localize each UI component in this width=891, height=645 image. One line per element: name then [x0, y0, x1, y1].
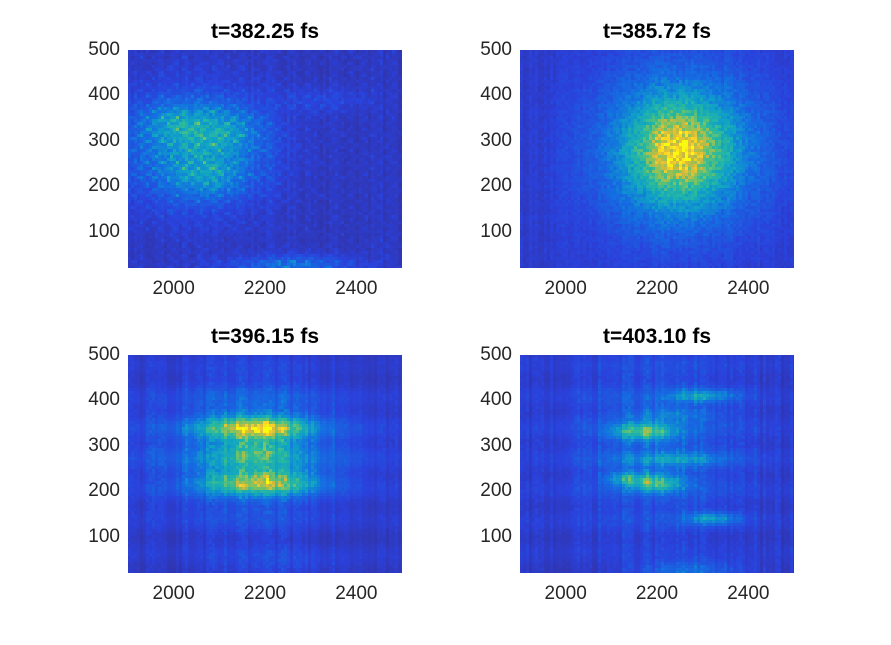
y-tick-label: 300	[60, 130, 120, 152]
y-tick-label: 300	[452, 435, 512, 457]
y-tick-label: 500	[452, 344, 512, 366]
y-tick-label: 400	[452, 389, 512, 411]
y-tick-label: 200	[60, 480, 120, 502]
heatmap-image-1	[128, 50, 402, 268]
chart-title-4: t=403.10 fs	[500, 325, 814, 349]
x-tick-label: 2400	[335, 583, 377, 605]
y-tick-label: 100	[60, 221, 120, 243]
y-tick-label: 100	[452, 526, 512, 548]
heatmap-plot-area-1	[128, 50, 402, 268]
x-tick-label: 2400	[727, 583, 769, 605]
y-tick-label: 400	[452, 84, 512, 106]
chart-title-2: t=385.72 fs	[500, 20, 814, 44]
y-tick-label: 400	[60, 84, 120, 106]
heatmap-image-2	[520, 50, 794, 268]
x-tick-label: 2000	[153, 583, 195, 605]
x-tick-label: 2200	[244, 278, 286, 300]
y-tick-label: 200	[452, 175, 512, 197]
y-tick-label: 500	[60, 39, 120, 61]
heatmap-plot-area-2	[520, 50, 794, 268]
heatmap-image-3	[128, 355, 402, 573]
y-tick-label: 200	[60, 175, 120, 197]
y-tick-label: 400	[60, 389, 120, 411]
heatmap-plot-area-4	[520, 355, 794, 573]
x-tick-label: 2400	[727, 278, 769, 300]
heatmap-plot-area-3	[128, 355, 402, 573]
x-tick-label: 2400	[335, 278, 377, 300]
x-tick-label: 2000	[545, 278, 587, 300]
y-tick-label: 300	[452, 130, 512, 152]
y-tick-label: 200	[452, 480, 512, 502]
x-tick-label: 2200	[636, 583, 678, 605]
y-tick-label: 300	[60, 435, 120, 457]
y-tick-label: 100	[60, 526, 120, 548]
x-tick-label: 2200	[636, 278, 678, 300]
y-tick-label: 100	[452, 221, 512, 243]
y-tick-label: 500	[60, 344, 120, 366]
x-tick-label: 2000	[545, 583, 587, 605]
chart-title-1: t=382.25 fs	[108, 20, 422, 44]
heatmap-image-4	[520, 355, 794, 573]
x-tick-label: 2000	[153, 278, 195, 300]
x-tick-label: 2200	[244, 583, 286, 605]
y-tick-label: 500	[452, 39, 512, 61]
chart-title-3: t=396.15 fs	[108, 325, 422, 349]
